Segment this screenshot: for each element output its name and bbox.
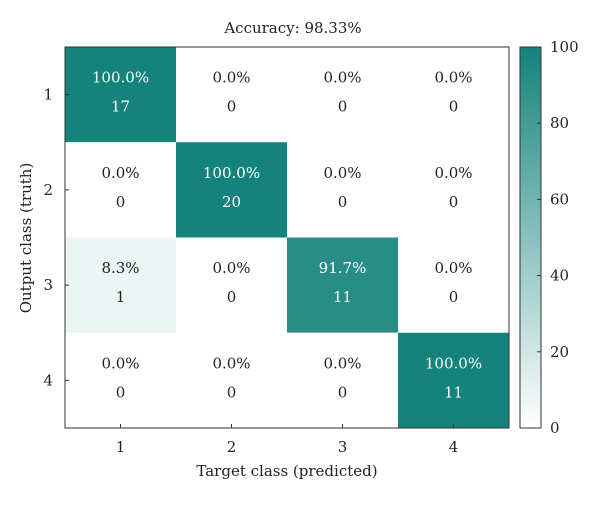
cell-percent-label: 91.7% — [319, 259, 367, 277]
cell-percent-label: 0.0% — [212, 69, 250, 87]
cell-count-label: 11 — [444, 383, 463, 401]
x-tick-label: 4 — [449, 438, 459, 456]
heatmap-cell — [65, 142, 176, 238]
cell-count-label: 0 — [449, 98, 459, 116]
heatmap-cell — [176, 47, 287, 143]
heatmap-cell — [176, 332, 287, 428]
cell-percent-label: 0.0% — [101, 164, 139, 182]
heatmap-cell — [65, 332, 176, 428]
colorbar-tick-group: 0 20 40 60 80 100 — [537, 38, 579, 437]
heatmap-cell — [287, 237, 398, 333]
cell-count-label: 0 — [227, 98, 237, 116]
heatmap-cell — [398, 142, 509, 238]
heatmap-cell — [398, 47, 509, 143]
cell-percent-label: 8.3% — [101, 259, 139, 277]
cell-percent-label: 100.0% — [203, 164, 260, 182]
cell-count-label: 1 — [116, 288, 126, 306]
colorbar-tick-label: 80 — [550, 114, 569, 132]
cell-percent-label: 0.0% — [323, 354, 361, 372]
heatmap-cell — [65, 237, 176, 333]
y-tick-label: 2 — [43, 181, 53, 199]
cell-percent-label: 0.0% — [434, 69, 472, 87]
x-tick-group: 1 2 3 4 — [116, 424, 459, 456]
cell-percent-label: 0.0% — [212, 259, 250, 277]
colorbar-tick-label: 0 — [550, 419, 560, 437]
heatmap-cell — [287, 142, 398, 238]
cell-percent-label: 100.0% — [92, 69, 149, 87]
cell-count-label: 0 — [116, 383, 126, 401]
cell-percent-label: 0.0% — [101, 354, 139, 372]
cell-count-label: 20 — [222, 193, 241, 211]
heatmap-cell — [287, 47, 398, 143]
chart-title: Accuracy: 98.33% — [223, 19, 361, 37]
colorbar-tick-label: 40 — [550, 267, 569, 285]
plot-frame — [64, 46, 510, 429]
heatmap-cells: 100.0%170.0%00.0%00.0%00.0%0100.0%200.0%… — [65, 47, 509, 428]
cell-percent-label: 0.0% — [212, 354, 250, 372]
x-tick-label: 3 — [338, 438, 348, 456]
x-tick-label: 1 — [116, 438, 126, 456]
cell-count-label: 0 — [338, 383, 348, 401]
heatmap-cell — [398, 332, 509, 428]
y-tick-label: 1 — [43, 86, 53, 104]
cell-count-label: 0 — [116, 193, 126, 211]
cell-count-label: 0 — [227, 288, 237, 306]
y-tick-label: 3 — [43, 276, 53, 294]
cell-count-label: 0 — [338, 193, 348, 211]
heatmap-cell — [176, 237, 287, 333]
y-axis-label: Output class (truth) — [17, 163, 35, 314]
y-tick-group: 1 2 3 4 — [43, 86, 69, 389]
cell-count-label: 0 — [449, 193, 459, 211]
cell-percent-label: 100.0% — [425, 354, 482, 372]
colorbar-tick-label: 60 — [550, 190, 569, 208]
x-tick-label: 2 — [227, 438, 237, 456]
cell-count-label: 0 — [227, 383, 237, 401]
heatmap-cell — [287, 332, 398, 428]
y-tick-label: 4 — [43, 371, 53, 389]
cell-percent-label: 0.0% — [323, 164, 361, 182]
cell-percent-label: 0.0% — [434, 259, 472, 277]
cell-count-label: 11 — [333, 288, 352, 306]
heatmap-cell — [398, 237, 509, 333]
cell-count-label: 0 — [338, 98, 348, 116]
colorbar — [519, 46, 542, 429]
cell-count-label: 0 — [449, 288, 459, 306]
cell-percent-label: 0.0% — [323, 69, 361, 87]
cell-count-label: 17 — [111, 98, 130, 116]
x-axis-label: Target class (predicted) — [196, 462, 377, 480]
cell-percent-label: 0.0% — [434, 164, 472, 182]
colorbar-tick-label: 20 — [550, 343, 569, 361]
colorbar-tick-label: 100 — [550, 38, 579, 56]
heatmap-cell — [176, 142, 287, 238]
heatmap-cell — [65, 47, 176, 143]
